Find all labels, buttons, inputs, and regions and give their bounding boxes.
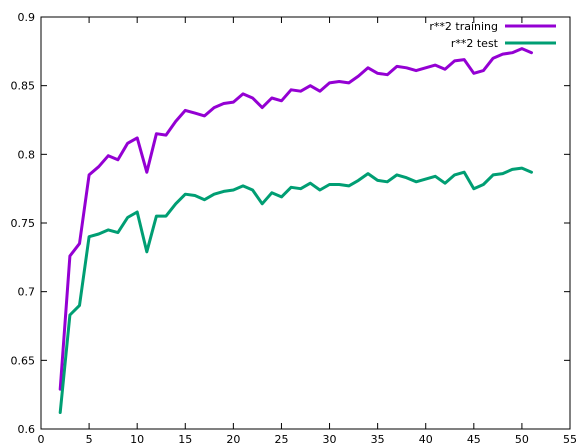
y-tick-label: 0.75 [11,217,36,230]
y-tick-label: 0.7 [18,286,36,299]
x-tick-label: 0 [38,433,45,446]
y-tick-label: 0.85 [11,80,36,93]
x-tick-label: 45 [467,433,481,446]
x-tick-label: 20 [226,433,240,446]
axis-ticks [40,16,571,430]
series-line-training [58,47,533,391]
x-tick-label: 30 [323,433,337,446]
legend-label-training: r**2 training [429,20,498,33]
series-lines [58,47,533,414]
x-tick-label: 15 [178,433,192,446]
x-tick-label: 10 [130,433,144,446]
tick-labels: 0 5 10 15 20 25 30 35 40 45 50 55 0.6 0.65 0.7 0.75 0.8 0… [11,11,578,446]
legend: r**2 training r**2 test [429,20,556,50]
plot-frame [40,16,571,430]
x-tick-label: 5 [86,433,93,446]
y-tick-label: 0.6 [18,423,36,436]
x-tick-label: 55 [563,433,577,446]
x-tick-label: 35 [371,433,385,446]
x-tick-label: 25 [274,433,288,446]
x-tick-label: 50 [515,433,529,446]
y-tick-label: 0.8 [18,148,36,161]
y-tick-label: 0.65 [11,354,36,367]
x-tick-label: 40 [419,433,433,446]
legend-label-test: r**2 test [451,37,499,50]
y-tick-label: 0.9 [18,11,36,24]
series-line-test [58,166,533,414]
